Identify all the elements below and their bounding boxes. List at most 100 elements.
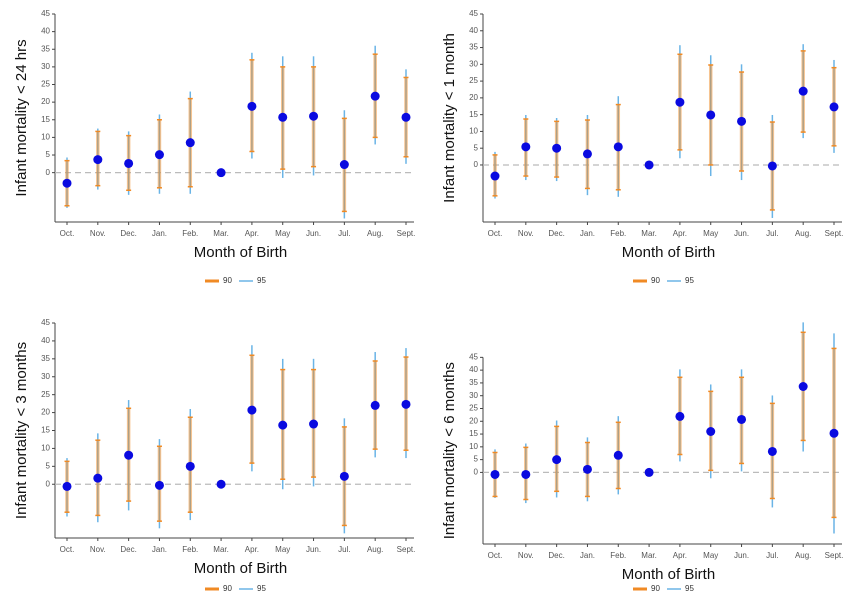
y-tick-label: 30 — [41, 372, 50, 381]
point-estimate — [278, 420, 288, 430]
point-estimate — [62, 481, 72, 491]
point-estimate — [154, 480, 164, 490]
point-estimate — [798, 86, 808, 96]
y-tick-label: 0 — [474, 160, 479, 169]
point-estimate — [216, 479, 226, 489]
point-estimate — [247, 101, 257, 111]
x-tick-label: Apr. — [245, 229, 259, 238]
x-tick-label: Nov. — [518, 229, 534, 238]
x-tick-label: Mar. — [213, 545, 229, 554]
y-axis-label: Infant mortality < 6 months — [441, 362, 458, 539]
point-estimate — [798, 382, 808, 391]
y-tick-label: 25 — [469, 404, 478, 413]
x-tick-label: May — [275, 545, 290, 554]
legend-label: 90 — [223, 584, 232, 593]
point-estimate — [401, 112, 411, 122]
y-tick-label: 5 — [474, 143, 479, 152]
x-tick-label: Jul. — [338, 229, 350, 238]
point-estimate — [552, 143, 562, 153]
y-axis-label: Infant mortality < 1 month — [441, 33, 458, 203]
point-estimate — [216, 168, 226, 178]
y-tick-label: 5 — [474, 455, 479, 464]
y-tick-label: 35 — [41, 354, 50, 363]
panel: 0 5 10 15 20 25 30 35 40 45 Oct. Nov. Dec. Jan. Feb. Ma… — [13, 318, 415, 593]
x-tick-label: Jan. — [152, 229, 167, 238]
point-estimate — [767, 446, 777, 456]
x-tick-label: Feb. — [610, 229, 626, 238]
y-axis-label: Infant mortality < 24 hrs — [13, 39, 30, 196]
x-tick-label: Oct. — [60, 229, 75, 238]
panel: 0 5 10 15 20 25 30 35 40 45 Oct. Nov. Dec. Jan. Feb. Ma… — [441, 322, 843, 593]
x-tick-label: Dec. — [120, 545, 136, 554]
panel: 0 5 10 15 20 25 30 35 40 45 Oct. Nov. Dec. Jan. Feb. Ma… — [13, 9, 415, 285]
y-tick-label: 10 — [41, 444, 50, 453]
point-estimate — [737, 116, 747, 126]
point-estimate — [247, 405, 257, 415]
y-tick-label: 30 — [469, 391, 478, 400]
y-tick-label: 35 — [469, 43, 478, 52]
x-tick-label: Oct. — [60, 545, 75, 554]
y-tick-label: 45 — [41, 318, 50, 327]
y-tick-label: 15 — [41, 115, 50, 124]
x-tick-label: Apr. — [673, 229, 687, 238]
x-tick-label: Jul. — [766, 229, 778, 238]
y-tick-label: 5 — [46, 150, 51, 159]
point-estimate — [339, 471, 349, 481]
point-estimate — [370, 91, 380, 101]
x-tick-label: Apr. — [245, 545, 259, 554]
point-estimate — [675, 97, 685, 107]
x-tick-label: Jan. — [580, 229, 595, 238]
legend-label: 95 — [685, 276, 694, 285]
y-tick-label: 10 — [41, 132, 50, 141]
x-tick-label: Sept. — [397, 545, 416, 554]
point-estimate — [582, 464, 592, 474]
x-tick-label: Jun. — [734, 229, 749, 238]
y-tick-label: 45 — [469, 9, 478, 18]
point-estimate — [154, 150, 164, 160]
x-tick-label: Oct. — [488, 551, 503, 560]
point-estimate — [62, 178, 72, 188]
point-estimate — [582, 149, 592, 159]
y-tick-label: 5 — [46, 461, 51, 470]
legend-label: 95 — [257, 584, 266, 593]
y-tick-label: 40 — [41, 27, 50, 36]
y-tick-label: 40 — [41, 336, 50, 345]
x-tick-label: Mar. — [641, 551, 657, 560]
point-estimate — [185, 461, 195, 471]
y-tick-label: 15 — [469, 429, 478, 438]
y-tick-label: 20 — [469, 416, 478, 425]
point-estimate — [767, 161, 777, 171]
x-tick-label: May — [275, 229, 290, 238]
x-tick-label: Apr. — [673, 551, 687, 560]
x-tick-label: Feb. — [610, 551, 626, 560]
point-estimate — [124, 450, 134, 460]
x-tick-label: Jul. — [338, 545, 350, 554]
x-tick-label: Mar. — [213, 229, 229, 238]
y-tick-label: 20 — [41, 97, 50, 106]
point-estimate — [93, 473, 103, 483]
x-tick-label: Aug. — [795, 229, 811, 238]
point-estimate — [706, 427, 716, 436]
x-tick-label: Dec. — [548, 229, 564, 238]
y-tick-label: 45 — [469, 352, 478, 361]
y-tick-label: 30 — [41, 62, 50, 71]
point-estimate — [737, 414, 747, 424]
y-tick-label: 35 — [41, 44, 50, 53]
y-tick-label: 25 — [41, 390, 50, 399]
x-tick-label: May — [703, 551, 718, 560]
legend-label: 95 — [257, 276, 266, 285]
y-tick-label: 45 — [41, 9, 50, 18]
y-tick-label: 20 — [469, 93, 478, 102]
x-tick-label: Sept. — [825, 229, 844, 238]
x-tick-label: Jan. — [580, 551, 595, 560]
point-estimate — [613, 142, 623, 152]
x-tick-label: Nov. — [90, 229, 106, 238]
y-tick-label: 0 — [46, 479, 51, 488]
point-estimate — [309, 419, 319, 429]
y-tick-label: 25 — [469, 76, 478, 85]
legend-label: 90 — [223, 276, 232, 285]
y-tick-label: 40 — [469, 26, 478, 35]
y-axis-label: Infant mortality < 3 months — [13, 342, 30, 519]
legend-label: 90 — [651, 276, 660, 285]
x-axis-label: Month of Birth — [194, 244, 287, 261]
